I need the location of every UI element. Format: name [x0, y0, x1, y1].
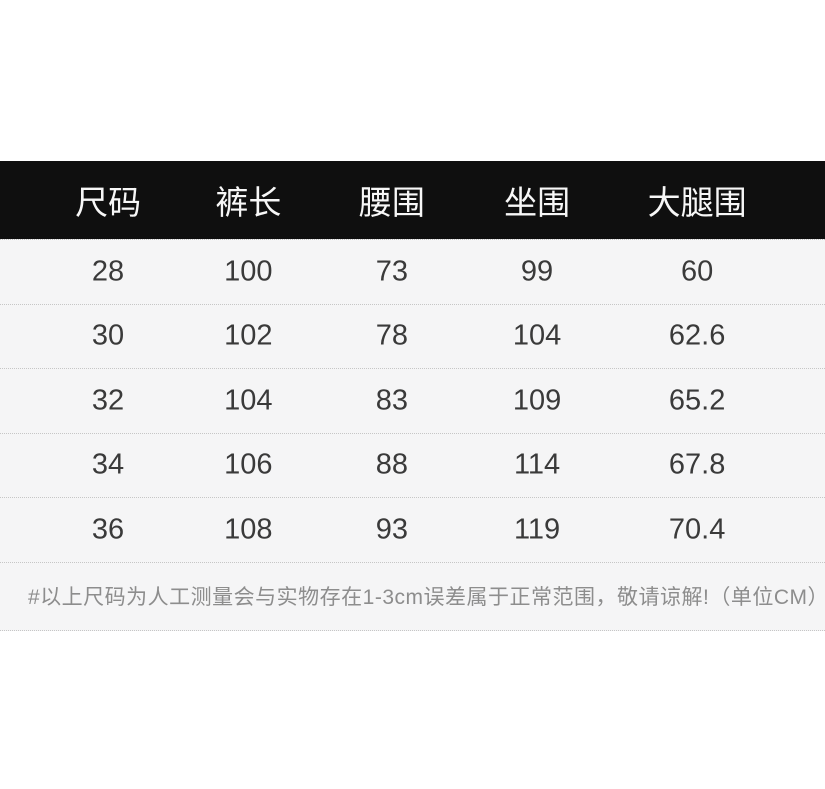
table-cell: 114	[513, 448, 561, 481]
table-cell: 62.6	[668, 319, 726, 352]
table-cell: 100	[224, 255, 273, 288]
column-header-hip: 坐围	[504, 184, 571, 221]
table-cell: 104	[224, 384, 273, 417]
footnote: #以上尺码为人工测量会与实物存在1-3cm误差属于正常范围，敬请谅解!（单位CM…	[0, 561, 825, 631]
table-cell: 83	[375, 384, 409, 417]
table-cell: 93	[375, 513, 409, 546]
table-cell: 108	[224, 513, 273, 546]
table-cell: 60	[680, 255, 714, 288]
table-row: 28 100 73 99 60	[0, 239, 825, 304]
table-cell: 67.8	[668, 448, 726, 481]
table-cell: 119	[513, 513, 561, 546]
footnote-text: #以上尺码为人工测量会与实物存在1-3cm误差属于正常范围，敬请谅解!（单位CM…	[28, 586, 825, 609]
table-cell: 32	[91, 384, 125, 417]
table-cell: 78	[375, 319, 409, 352]
table-cell: 70.4	[668, 513, 726, 546]
table-cell: 106	[224, 448, 273, 481]
table-cell: 65.2	[668, 384, 726, 417]
size-chart-panel: 尺码 裤长 腰围 坐围 大腿围 28 100 73 99 60 30 102 7…	[0, 161, 825, 631]
column-header-size: 尺码	[75, 184, 142, 221]
table-row: 36 108 93 119 70.4	[0, 497, 825, 562]
table-cell: 99	[520, 255, 554, 288]
table-cell: 36	[91, 513, 125, 546]
table-cell: 73	[375, 255, 409, 288]
table-cell: 28	[91, 255, 125, 288]
table-cell: 88	[375, 448, 409, 481]
table-cell: 104	[512, 319, 562, 352]
table-row: 34 106 88 114 67.8	[0, 432, 825, 498]
column-header-pants-length: 裤长	[215, 184, 282, 221]
column-header-waist: 腰围	[358, 184, 425, 221]
table-row: 30 102 78 104 62.6	[0, 303, 825, 369]
size-chart-header-row: 尺码 裤长 腰围 坐围 大腿围	[0, 161, 825, 239]
table-cell: 102	[224, 319, 273, 352]
table-cell: 30	[91, 319, 125, 352]
table-cell: 34	[91, 448, 125, 481]
column-header-thigh: 大腿围	[647, 184, 747, 221]
table-cell: 109	[512, 384, 562, 417]
table-row: 32 104 83 109 65.2	[0, 368, 825, 433]
